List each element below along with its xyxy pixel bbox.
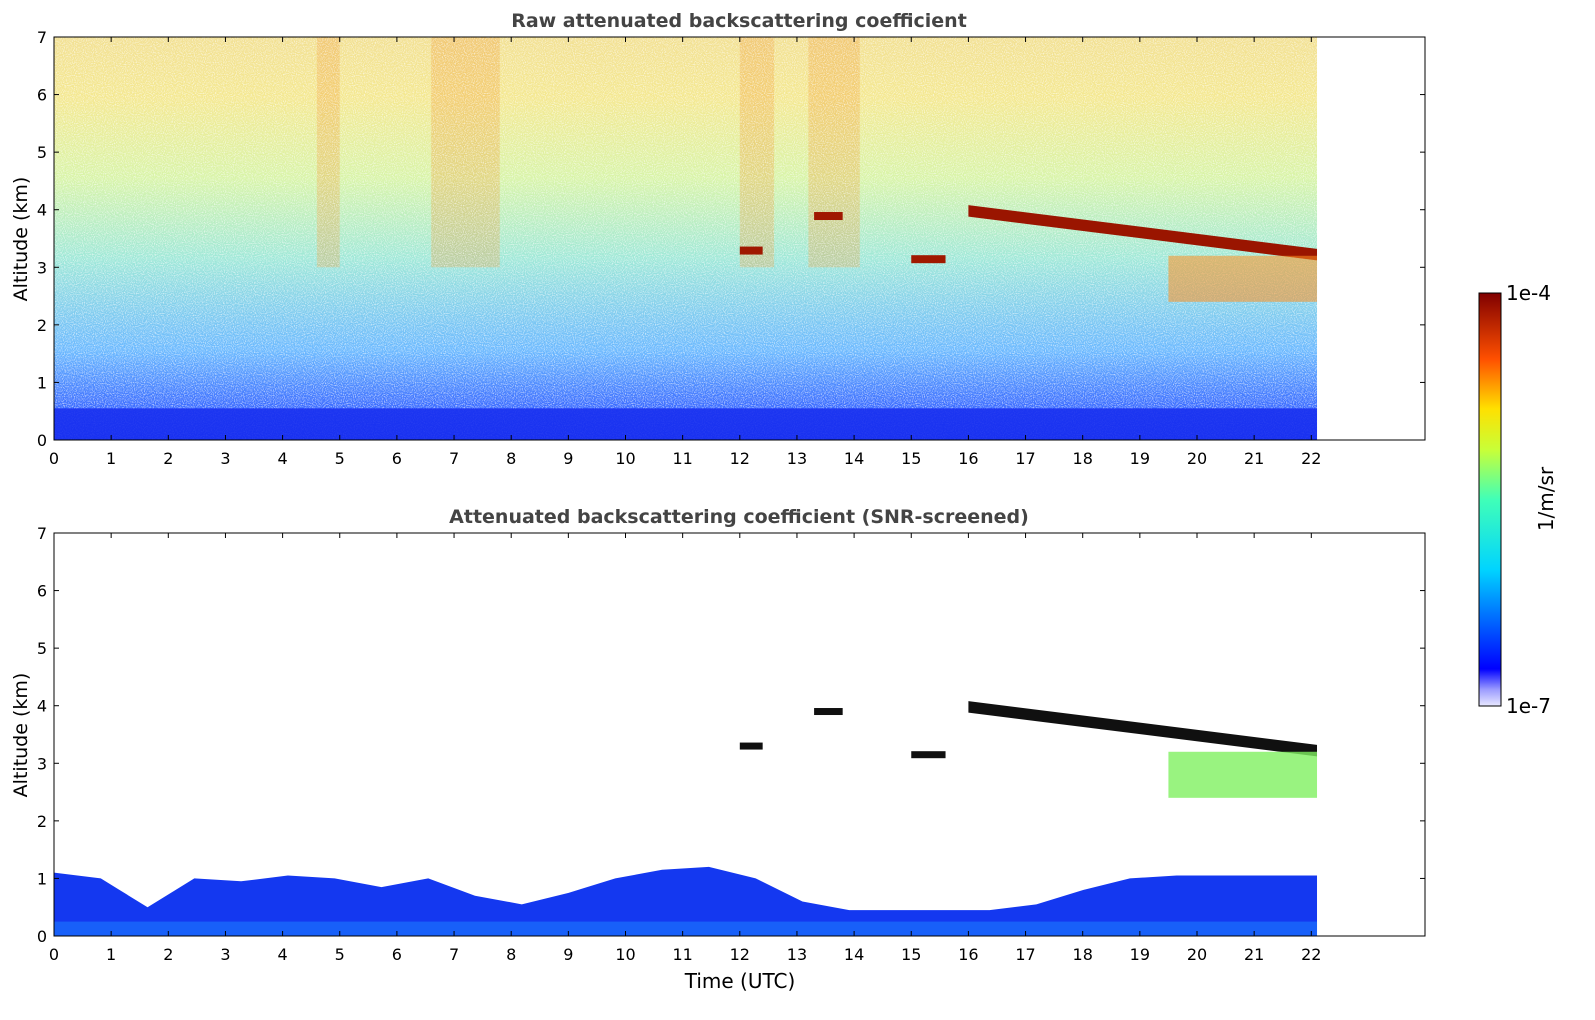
top-y-tick-label: 1 <box>37 373 47 392</box>
bottom-x-tick-label: 21 <box>1244 945 1264 964</box>
bottom-x-axis: 0 1 2 3 4 5 6 7 8 9 10 11 12 13 14 15 16 17 18 19 20 21 22 <box>49 533 1321 964</box>
colorbar-max-label: 1e-4 <box>1506 281 1551 305</box>
bottom-y-axis: 0 1 2 3 4 5 6 7 <box>37 524 1425 946</box>
top-x-tick-label: 7 <box>449 449 459 468</box>
top-x-tick-label: 8 <box>506 449 516 468</box>
bottom-panel: 0 1 2 3 4 5 6 7 8 9 10 11 12 13 14 15 16 17 18 19 20 21 22 012… <box>10 524 1426 993</box>
top-x-tick-label: 11 <box>672 449 692 468</box>
top-x-tick-label: 13 <box>787 449 807 468</box>
top-x-tick-label: 18 <box>1073 449 1093 468</box>
bottom-x-tick-label: 0 <box>49 945 59 964</box>
top-y-tick-label: 0 <box>37 431 47 450</box>
bottom-x-tick-label: 19 <box>1130 945 1150 964</box>
top-x-tick-label: 10 <box>615 449 635 468</box>
top-panel: 0 1 2 3 4 5 6 7 8 9 10 11 12 13 14 15 16 17 18 19 20 21 22 012… <box>10 28 1426 468</box>
cloud-patch <box>739 742 763 750</box>
top-y-tick-label: 2 <box>37 316 47 335</box>
bottom-y-axis-label: Altitude (km) <box>10 673 32 798</box>
boundary-layer-core <box>54 921 1318 936</box>
top-x-tick-label: 19 <box>1130 449 1150 468</box>
top-x-tick-label: 3 <box>220 449 230 468</box>
top-x-tick-label: 12 <box>730 449 750 468</box>
bottom-x-tick-label: 6 <box>392 945 402 964</box>
bottom-x-tick-label: 7 <box>449 945 459 964</box>
noise-speckle <box>54 37 1318 440</box>
bottom-y-tick-label: 0 <box>37 927 47 946</box>
top-y-axis-label: Altitude (km) <box>10 177 32 302</box>
bottom-x-tick-label: 9 <box>563 945 573 964</box>
top-y-tick-label: 3 <box>37 258 47 277</box>
bottom-y-tick-label: 6 <box>37 582 47 601</box>
colorbar-gradient <box>1478 292 1502 707</box>
virga <box>1168 255 1318 302</box>
bottom-y-tick-label: 5 <box>37 639 47 658</box>
bottom-y-tick-label: 3 <box>37 754 47 773</box>
bottom-heatmap <box>54 701 1318 936</box>
top-x-tick-label: 15 <box>901 449 921 468</box>
cloud-patch <box>911 751 946 759</box>
bottom-y-tick-label: 2 <box>37 812 47 831</box>
cloud-patch <box>739 246 763 255</box>
bottom-x-tick-label: 5 <box>335 945 345 964</box>
top-panel-title: Raw attenuated backscattering coefficien… <box>511 10 967 32</box>
bottom-x-tick-label: 15 <box>901 945 921 964</box>
cloud-patch <box>814 212 843 221</box>
top-x-tick-label: 4 <box>278 449 288 468</box>
bottom-y-tick-label: 7 <box>37 524 47 543</box>
top-x-tick-label: 16 <box>958 449 978 468</box>
colorbar-units-label: 1/m/sr <box>1534 466 1558 531</box>
top-y-tick-label: 4 <box>37 201 47 220</box>
bottom-x-tick-label: 14 <box>844 945 864 964</box>
top-x-tick-label: 9 <box>563 449 573 468</box>
cloud-patch <box>814 708 843 716</box>
bottom-x-tick-label: 13 <box>787 945 807 964</box>
colorbar: 1e-4 1e-7 1/m/sr <box>1478 281 1558 718</box>
top-x-tick-label: 14 <box>844 449 864 468</box>
top-x-tick-label: 2 <box>163 449 173 468</box>
top-y-tick-label: 5 <box>37 143 47 162</box>
top-x-tick-label: 0 <box>49 449 59 468</box>
top-x-tick-label: 1 <box>106 449 116 468</box>
bottom-y-tick-label: 1 <box>37 869 47 888</box>
top-y-axis: 0 1 2 3 4 5 6 7 <box>37 28 1425 450</box>
top-x-tick-label: 22 <box>1301 449 1321 468</box>
bottom-x-tick-label: 3 <box>220 945 230 964</box>
cloud-patch <box>911 255 946 264</box>
bottom-x-tick-label: 4 <box>278 945 288 964</box>
top-y-tick-label: 6 <box>37 86 47 105</box>
bottom-x-tick-label: 17 <box>1015 945 1035 964</box>
bottom-x-tick-label: 16 <box>958 945 978 964</box>
colorbar-min-label: 1e-7 <box>1506 694 1551 718</box>
top-x-axis: 0 1 2 3 4 5 6 7 8 9 10 11 12 13 14 15 16 17 18 19 20 21 22 <box>49 37 1321 468</box>
top-x-tick-label: 5 <box>335 449 345 468</box>
x-axis-label: Time (UTC) <box>684 969 796 993</box>
cloud-layer <box>968 205 1318 261</box>
boundary-layer <box>54 866 1318 936</box>
top-y-tick-label: 7 <box>37 28 47 47</box>
top-x-tick-label: 6 <box>392 449 402 468</box>
bottom-x-tick-label: 1 <box>106 945 116 964</box>
boundary-layer <box>54 408 1318 440</box>
bottom-panel-title: Attenuated backscattering coefficient (S… <box>449 506 1029 528</box>
bottom-y-tick-label: 4 <box>37 697 47 716</box>
bottom-x-tick-label: 11 <box>672 945 692 964</box>
bottom-x-tick-label: 2 <box>163 945 173 964</box>
top-x-tick-label: 20 <box>1187 449 1207 468</box>
cloud-layer <box>968 701 1318 757</box>
bottom-x-tick-label: 20 <box>1187 945 1207 964</box>
bottom-x-tick-label: 12 <box>730 945 750 964</box>
top-x-tick-label: 17 <box>1015 449 1035 468</box>
bottom-x-tick-label: 22 <box>1301 945 1321 964</box>
bottom-x-tick-label: 8 <box>506 945 516 964</box>
top-heatmap <box>54 37 1318 440</box>
top-x-tick-label: 21 <box>1244 449 1264 468</box>
virga <box>1168 751 1318 798</box>
bottom-x-tick-label: 10 <box>615 945 635 964</box>
bottom-x-tick-label: 18 <box>1073 945 1093 964</box>
